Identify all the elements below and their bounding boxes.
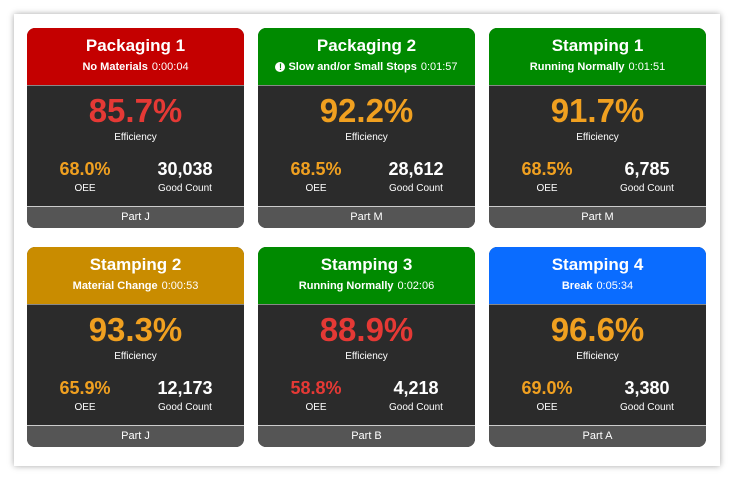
status-text: Break xyxy=(561,280,593,292)
card-body: 96.6% Efficiency 69.0% 3,380 OEE Good Count xyxy=(489,305,706,425)
oee-label: OEE xyxy=(305,183,327,194)
warning-icon: ! xyxy=(275,62,286,72)
status-time: 0:05:34 xyxy=(596,280,634,292)
card-header: Stamping 1 Running Normally 0:01:51 xyxy=(489,28,706,86)
oee-label: OEE xyxy=(74,183,96,194)
status-text: Slow and/or Small Stops xyxy=(288,61,417,73)
machine-title: Stamping 4 xyxy=(551,255,644,274)
good-count-value: 30,038 xyxy=(157,159,213,179)
good-count-label: Good Count xyxy=(389,183,443,194)
machine-title: Packaging 1 xyxy=(85,36,186,55)
card-body: 85.7% Efficiency 68.0% 30,038 OEE Good Count xyxy=(27,86,244,206)
card-header: Stamping 2 Material Change 0:00:53 xyxy=(27,247,244,305)
efficiency-value: 96.6% xyxy=(550,311,645,348)
efficiency-value: 91.7% xyxy=(550,92,645,129)
card-body: 92.2% Efficiency 68.5% 28,612 OEE Good Count xyxy=(258,86,475,206)
machine-card: Stamping 3 Running Normally 0:02:06 88.9% Ef… xyxy=(258,247,475,447)
status-time: 0:00:53 xyxy=(161,280,199,292)
efficiency-value: 92.2% xyxy=(319,92,414,129)
status-line: Break 0:05:34 xyxy=(489,280,706,292)
part-name: Part J xyxy=(27,206,244,228)
status-line: ! Slow and/or Small Stops 0:01:57 xyxy=(258,61,475,73)
status-time: 0:00:04 xyxy=(151,61,189,73)
oee-value: 69.0% xyxy=(521,378,573,398)
oee-value: 58.8% xyxy=(290,378,342,398)
part-name: Part J xyxy=(27,425,244,447)
status-line: Material Change 0:00:53 xyxy=(27,280,244,292)
good-count-label: Good Count xyxy=(389,402,443,413)
machine-card: Stamping 4 Break 0:05:34 96.6% Efficiency 69.… xyxy=(489,247,706,447)
card-body: 91.7% Efficiency 68.5% 6,785 OEE Good Count xyxy=(489,86,706,206)
efficiency-label: Efficiency xyxy=(114,351,157,362)
efficiency-label: Efficiency xyxy=(345,351,388,362)
oee-label: OEE xyxy=(305,402,327,413)
good-count-label: Good Count xyxy=(158,402,212,413)
oee-value: 68.0% xyxy=(59,159,111,179)
part-name: Part M xyxy=(258,206,475,228)
good-count-label: Good Count xyxy=(620,402,674,413)
machine-title: Stamping 3 xyxy=(320,255,413,274)
efficiency-value: 88.9% xyxy=(319,311,414,348)
status-text: No Materials xyxy=(82,61,148,73)
part-name: Part B xyxy=(258,425,475,447)
part-name: Part A xyxy=(489,425,706,447)
efficiency-label: Efficiency xyxy=(576,351,619,362)
oee-value: 68.5% xyxy=(290,159,342,179)
card-body: 93.3% Efficiency 65.9% 12,173 OEE Good Count xyxy=(27,305,244,425)
oee-value: 68.5% xyxy=(521,159,573,179)
status-text: Running Normally xyxy=(529,61,625,73)
oee-label: OEE xyxy=(74,402,96,413)
card-header: Stamping 3 Running Normally 0:02:06 xyxy=(258,247,475,305)
good-count-label: Good Count xyxy=(620,183,674,194)
status-line: Running Normally 0:02:06 xyxy=(258,280,475,292)
machine-title: Stamping 2 xyxy=(89,255,182,274)
card-header: Stamping 4 Break 0:05:34 xyxy=(489,247,706,305)
status-text: Material Change xyxy=(72,280,158,292)
machine-title: Packaging 2 xyxy=(316,36,417,55)
machine-card: Stamping 1 Running Normally 0:01:51 91.7% Ef… xyxy=(489,28,706,228)
status-text: Running Normally xyxy=(298,280,394,292)
good-count-value: 4,218 xyxy=(393,378,439,398)
card-header: Packaging 2! Slow and/or Small Stops 0:01:… xyxy=(258,28,475,86)
efficiency-value: 93.3% xyxy=(88,311,183,348)
machine-card: Stamping 2 Material Change 0:00:53 93.3% Eff… xyxy=(27,247,244,447)
efficiency-value: 85.7% xyxy=(88,92,183,129)
good-count-label: Good Count xyxy=(158,183,212,194)
machine-card: Packaging 1 No Materials 0:00:04 85.7% Effic… xyxy=(27,28,244,228)
efficiency-label: Efficiency xyxy=(114,132,157,143)
oee-value: 65.9% xyxy=(59,378,111,398)
good-count-value: 12,173 xyxy=(157,378,213,398)
status-time: 0:02:06 xyxy=(397,280,435,292)
machine-title: Stamping 1 xyxy=(551,36,644,55)
status-line: No Materials 0:00:04 xyxy=(27,61,244,73)
efficiency-label: Efficiency xyxy=(345,132,388,143)
status-time: 0:01:51 xyxy=(628,61,666,73)
good-count-value: 28,612 xyxy=(388,159,444,179)
good-count-value: 6,785 xyxy=(624,159,670,179)
card-body: 88.9% Efficiency 58.8% 4,218 OEE Good Count xyxy=(258,305,475,425)
part-name: Part M xyxy=(489,206,706,228)
machine-card: Packaging 2! Slow and/or Small Stops 0:01:… xyxy=(258,28,475,228)
status-line: Running Normally 0:01:51 xyxy=(489,61,706,73)
good-count-value: 3,380 xyxy=(624,378,670,398)
oee-label: OEE xyxy=(536,183,558,194)
efficiency-label: Efficiency xyxy=(576,132,619,143)
oee-label: OEE xyxy=(536,402,558,413)
card-header: Packaging 1 No Materials 0:00:04 xyxy=(27,28,244,86)
status-time: 0:01:57 xyxy=(420,61,458,73)
